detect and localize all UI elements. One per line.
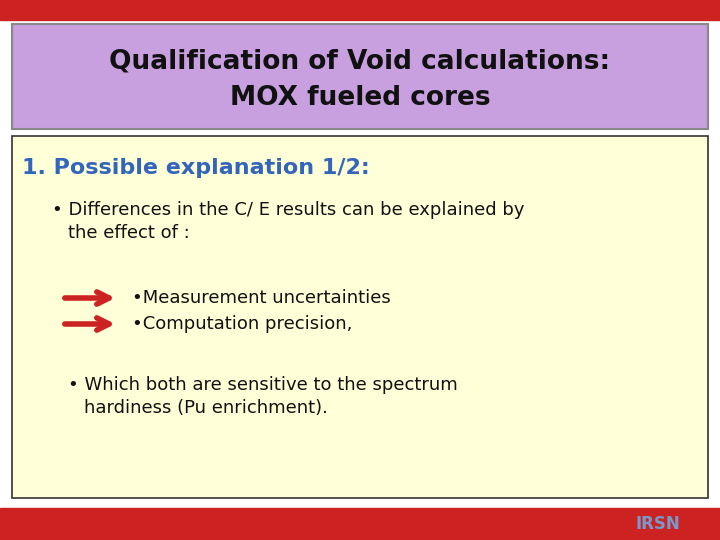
Text: IRSN: IRSN: [636, 515, 680, 533]
Bar: [0, 508, 720, 540]
Text: 1. Possible explanation 1/2:: 1. Possible explanation 1/2:: [22, 158, 370, 178]
Bar: [0, 0, 720, 20]
Text: MOX fueled cores: MOX fueled cores: [230, 85, 490, 111]
Text: •Computation precision,: •Computation precision,: [132, 315, 352, 333]
Text: the effect of :: the effect of :: [68, 224, 190, 242]
Text: Qualification of Void calculations:: Qualification of Void calculations:: [109, 49, 611, 75]
Text: • Which both are sensitive to the spectrum: • Which both are sensitive to the spectr…: [68, 376, 458, 394]
Bar: [12, 136, 708, 498]
Text: hardiness (Pu enrichment).: hardiness (Pu enrichment).: [84, 399, 328, 417]
Text: • Differences in the C/ E results can be explained by: • Differences in the C/ E results can be…: [52, 201, 524, 219]
Bar: [12, 24, 708, 129]
Text: •Measurement uncertainties: •Measurement uncertainties: [132, 289, 391, 307]
